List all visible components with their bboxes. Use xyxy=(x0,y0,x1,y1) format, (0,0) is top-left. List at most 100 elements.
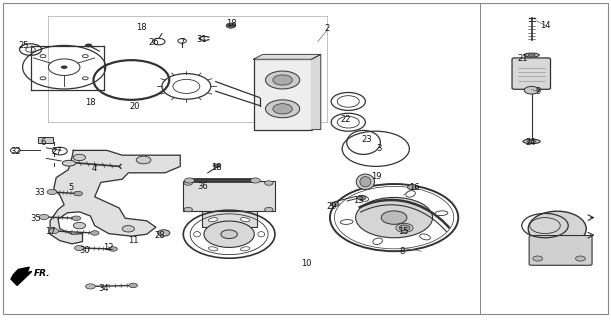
Circle shape xyxy=(533,256,543,261)
Circle shape xyxy=(86,284,95,289)
Ellipse shape xyxy=(435,211,448,216)
Ellipse shape xyxy=(62,160,76,166)
Circle shape xyxy=(90,231,99,235)
Circle shape xyxy=(204,221,254,247)
Circle shape xyxy=(381,211,407,224)
Text: FR.: FR. xyxy=(34,269,51,278)
Circle shape xyxy=(356,197,433,238)
Circle shape xyxy=(73,222,86,229)
Ellipse shape xyxy=(524,53,540,57)
Circle shape xyxy=(408,185,417,190)
Ellipse shape xyxy=(527,140,536,143)
Circle shape xyxy=(273,104,292,114)
Text: 2: 2 xyxy=(324,24,329,33)
Text: 18: 18 xyxy=(85,98,96,107)
Text: 8: 8 xyxy=(400,247,404,256)
Circle shape xyxy=(129,283,137,288)
Text: 13: 13 xyxy=(353,196,364,204)
Text: 19: 19 xyxy=(371,172,382,181)
Text: 4: 4 xyxy=(92,164,97,172)
Text: 10: 10 xyxy=(301,260,312,268)
Text: 6: 6 xyxy=(40,138,45,147)
Text: 23: 23 xyxy=(361,135,372,144)
Circle shape xyxy=(331,202,339,206)
Ellipse shape xyxy=(528,54,535,56)
Circle shape xyxy=(75,245,84,251)
Circle shape xyxy=(265,100,299,118)
Ellipse shape xyxy=(208,218,218,222)
Bar xyxy=(202,205,257,227)
Text: 17: 17 xyxy=(45,227,56,236)
Text: 15: 15 xyxy=(398,227,409,236)
Text: 35: 35 xyxy=(30,214,41,223)
Ellipse shape xyxy=(360,177,371,187)
Polygon shape xyxy=(50,150,180,244)
Ellipse shape xyxy=(340,220,353,224)
Ellipse shape xyxy=(373,238,382,244)
Bar xyxy=(183,181,275,211)
Text: 21: 21 xyxy=(518,54,529,63)
Bar xyxy=(38,137,53,143)
Ellipse shape xyxy=(258,232,265,237)
Circle shape xyxy=(73,154,86,161)
Circle shape xyxy=(251,178,260,183)
Text: 3: 3 xyxy=(376,144,381,153)
Text: 22: 22 xyxy=(340,115,351,124)
FancyBboxPatch shape xyxy=(529,236,592,265)
Circle shape xyxy=(524,86,539,94)
Text: 36: 36 xyxy=(197,182,208,191)
Text: 29: 29 xyxy=(326,202,337,211)
Circle shape xyxy=(213,164,221,168)
FancyBboxPatch shape xyxy=(512,58,551,89)
Text: 5: 5 xyxy=(69,183,74,192)
Circle shape xyxy=(226,23,236,28)
Circle shape xyxy=(221,230,238,239)
Text: 11: 11 xyxy=(128,236,139,245)
Circle shape xyxy=(85,44,92,47)
Text: 27: 27 xyxy=(51,147,62,156)
Text: 12: 12 xyxy=(103,243,114,252)
Circle shape xyxy=(109,247,117,251)
Text: 25: 25 xyxy=(18,41,29,50)
Circle shape xyxy=(47,189,57,195)
Ellipse shape xyxy=(358,195,368,201)
Circle shape xyxy=(357,196,366,200)
Polygon shape xyxy=(254,54,321,59)
Text: 18: 18 xyxy=(225,19,236,28)
Ellipse shape xyxy=(208,247,218,251)
Ellipse shape xyxy=(528,211,587,246)
Text: 32: 32 xyxy=(10,147,21,156)
Text: 18: 18 xyxy=(211,163,222,172)
Circle shape xyxy=(49,228,59,234)
Text: 24: 24 xyxy=(525,138,536,147)
Polygon shape xyxy=(11,267,32,285)
Circle shape xyxy=(265,71,299,89)
Text: 9: 9 xyxy=(535,87,540,96)
Text: 18: 18 xyxy=(136,23,147,32)
Text: 14: 14 xyxy=(540,21,551,30)
Circle shape xyxy=(136,156,151,164)
Polygon shape xyxy=(312,54,321,130)
Circle shape xyxy=(273,75,292,85)
Circle shape xyxy=(158,230,170,236)
Circle shape xyxy=(184,207,192,212)
Circle shape xyxy=(39,214,49,220)
Ellipse shape xyxy=(420,234,430,240)
Text: 28: 28 xyxy=(155,231,166,240)
Circle shape xyxy=(122,226,134,232)
Bar xyxy=(254,59,312,130)
Circle shape xyxy=(576,256,585,261)
Text: 34: 34 xyxy=(98,284,109,293)
Text: 16: 16 xyxy=(409,183,420,192)
Ellipse shape xyxy=(406,191,415,197)
Circle shape xyxy=(61,66,67,69)
Text: 30: 30 xyxy=(79,246,90,255)
Ellipse shape xyxy=(356,174,375,189)
Ellipse shape xyxy=(241,218,250,222)
Ellipse shape xyxy=(241,247,250,251)
Text: 7: 7 xyxy=(180,38,185,47)
Circle shape xyxy=(184,181,192,185)
Circle shape xyxy=(226,23,236,28)
Circle shape xyxy=(265,207,273,212)
Text: 33: 33 xyxy=(34,188,45,197)
